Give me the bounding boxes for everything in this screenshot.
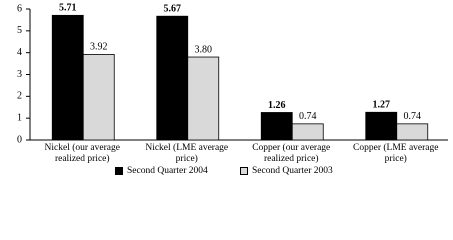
- value-label: 0.74: [404, 111, 422, 122]
- bar: [260, 112, 293, 141]
- bar: [365, 111, 398, 141]
- plot: 0 1 2 3 4 5 6 5.71 3.92 5.67 3.80 1.26 0.74 1.27 0.74: [17, 3, 448, 145]
- x-tick-label: Nickel (LME average price): [145, 143, 229, 164]
- x-tick-label: Copper (LME average price): [353, 143, 439, 164]
- value-label: 5.67: [164, 4, 182, 15]
- x-tick-label: Nickel (our average realized price): [44, 143, 120, 164]
- legend-item: Second Quarter 2003: [240, 166, 333, 176]
- value-label: 1.27: [373, 100, 391, 111]
- y-tick-label: 2: [17, 91, 22, 102]
- value-label: 1.26: [268, 100, 286, 111]
- legend-label: Second Quarter 2003: [252, 166, 333, 176]
- chart: 0 1 2 3 4 5 6 5.71 3.92 5.67 3.80 1.26 0.74 1.27 0.74 …: [17, 3, 448, 176]
- y-tick-label: 5: [17, 25, 22, 36]
- legend-item: Second Quarter 2004: [115, 166, 208, 176]
- bar: [156, 15, 189, 141]
- bar: [82, 54, 115, 141]
- legend-swatch: [240, 167, 248, 175]
- value-label: 3.92: [90, 42, 108, 53]
- legend-swatch: [115, 167, 123, 175]
- x-tick-label: Copper (our average realized price): [252, 143, 331, 164]
- legend-label: Second Quarter 2004: [127, 166, 208, 176]
- value-label: 0.74: [299, 111, 317, 122]
- y-tick-label: 0: [17, 134, 22, 145]
- bar: [51, 14, 84, 141]
- value-label: 3.80: [195, 44, 213, 55]
- bar: [291, 123, 324, 141]
- value-label: 5.71: [59, 3, 77, 14]
- y-tick-label: 6: [17, 3, 22, 14]
- y-tick-label: 1: [17, 112, 22, 123]
- y-tick-label: 3: [17, 69, 22, 80]
- bar: [396, 123, 429, 141]
- bar: [187, 56, 220, 141]
- y-tick-label: 4: [17, 47, 22, 58]
